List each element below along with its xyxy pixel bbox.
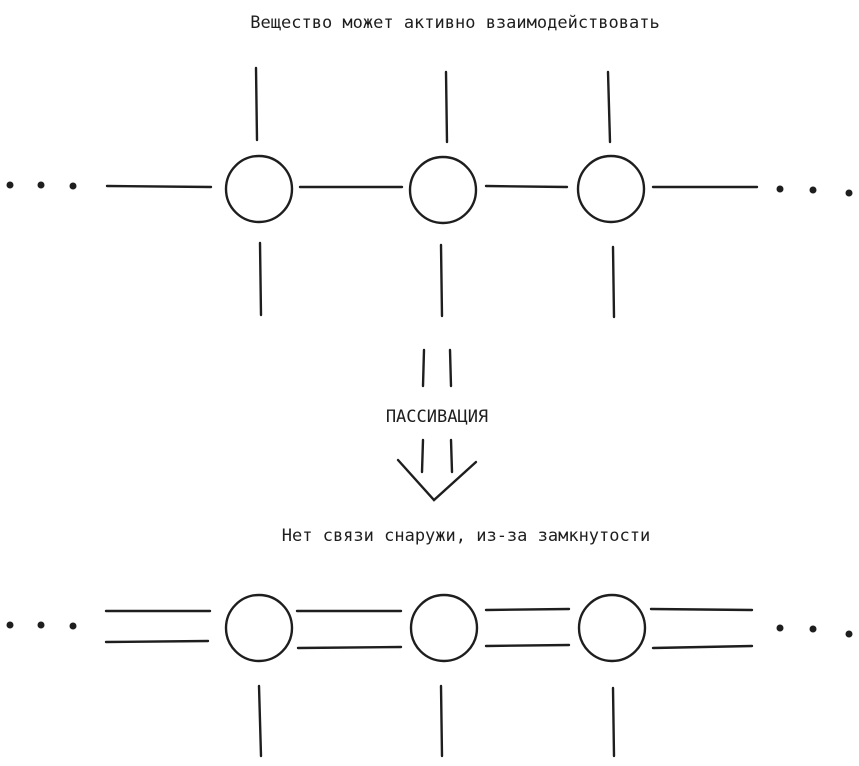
bond-atom-4-down bbox=[257, 684, 263, 758]
double-bond-2-3 bbox=[484, 607, 571, 648]
top-caption: Вещество может активно взаимодействовать bbox=[250, 13, 659, 33]
ellipsis-left-top bbox=[6, 181, 77, 190]
bottom-caption: Нет связи снаружи, из-за замкнутости bbox=[282, 526, 650, 546]
atom-4 bbox=[224, 593, 294, 663]
double-bond-1-2 bbox=[295, 609, 403, 650]
ellipsis-left-bottom bbox=[6, 621, 77, 630]
bond-atom-3-up bbox=[606, 70, 612, 144]
bond-atom-1-down bbox=[258, 241, 263, 317]
double-bond-right-outer bbox=[649, 607, 754, 650]
atom-1 bbox=[224, 154, 294, 224]
transition-arrow bbox=[396, 348, 478, 502]
atom-2 bbox=[408, 155, 478, 225]
atom-5 bbox=[409, 593, 479, 663]
bond-atom-3-down bbox=[611, 245, 616, 319]
bond-atom-2-up bbox=[444, 70, 449, 144]
bond-left-outer bbox=[105, 184, 213, 189]
passivated-chain bbox=[6, 593, 853, 758]
ellipsis-right-top bbox=[776, 185, 853, 197]
active-chain bbox=[6, 66, 853, 319]
bond-atom-1-up bbox=[254, 66, 259, 142]
atom-3 bbox=[576, 154, 646, 224]
bond-atom-5-down bbox=[439, 684, 444, 758]
process-label: ПАССИВАЦИЯ bbox=[386, 407, 488, 427]
bond-2-3 bbox=[484, 184, 569, 189]
bond-atom-6-down bbox=[611, 686, 616, 758]
arrow-head bbox=[396, 458, 478, 502]
bond-atom-2-down bbox=[439, 243, 444, 318]
ellipsis-right-bottom bbox=[776, 624, 853, 638]
double-bond-left-outer bbox=[104, 609, 212, 644]
atom-6 bbox=[577, 593, 647, 663]
